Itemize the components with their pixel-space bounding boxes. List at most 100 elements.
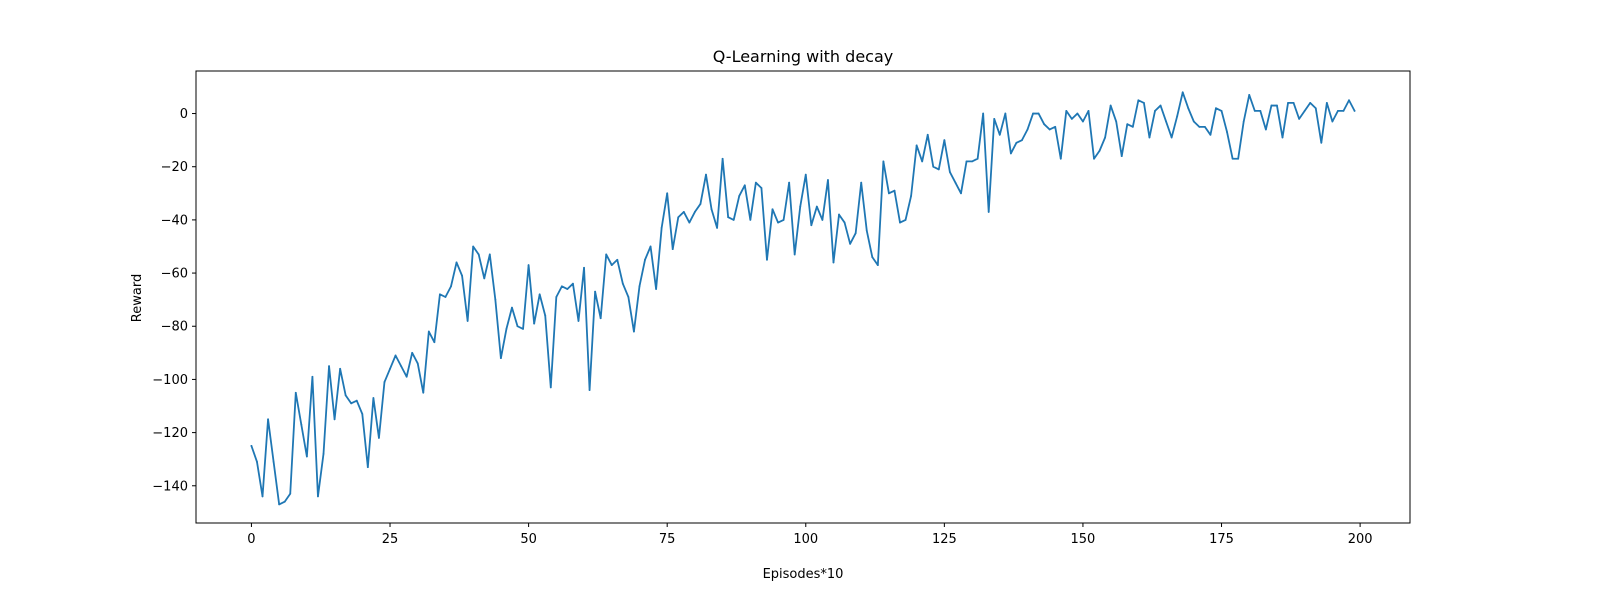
data-point (361, 413, 364, 415)
x-axis-label: Episodes*10 (763, 567, 844, 582)
data-point (660, 226, 663, 229)
data-point (599, 317, 602, 320)
data-point (1093, 157, 1095, 160)
data-point (1226, 131, 1228, 134)
data-point (1270, 104, 1273, 107)
data-point (771, 208, 774, 211)
data-point (355, 399, 358, 402)
data-point (1215, 107, 1217, 110)
data-point (1165, 120, 1167, 123)
data-point (949, 171, 951, 173)
y-tick-label: −100 (152, 373, 188, 388)
data-point (766, 258, 768, 261)
data-point (1176, 115, 1179, 118)
axes-frame (195, 70, 1411, 524)
data-point (1181, 91, 1184, 94)
data-point (1054, 125, 1057, 128)
data-point (1043, 123, 1046, 126)
data-point (1298, 117, 1301, 120)
data-point (671, 248, 674, 251)
data-point (1159, 104, 1162, 107)
y-tick-label: −60 (161, 267, 188, 282)
data-point (427, 330, 430, 333)
data-point (366, 466, 369, 469)
data-point (505, 328, 508, 330)
data-point (1303, 109, 1306, 112)
data-point (522, 328, 524, 330)
data-point (1070, 117, 1073, 120)
series-line (250, 91, 1356, 506)
data-point (1076, 112, 1079, 115)
data-point (1104, 136, 1107, 139)
data-point (1126, 123, 1129, 126)
data-point (810, 224, 813, 227)
data-point (1082, 120, 1084, 123)
data-point (732, 218, 735, 221)
data-point (899, 221, 901, 224)
data-point (982, 112, 985, 115)
data-point (1109, 104, 1112, 107)
data-point (400, 365, 403, 368)
data-point (633, 330, 635, 333)
data-point (1292, 102, 1295, 104)
data-point (793, 253, 796, 256)
data-point (572, 282, 574, 285)
data-point (311, 375, 314, 378)
data-point (1143, 102, 1145, 104)
data-point (1032, 112, 1034, 115)
data-point (289, 492, 292, 495)
data-point (1137, 99, 1140, 102)
data-point (300, 423, 303, 426)
data-point (283, 500, 286, 503)
data-point (1048, 128, 1051, 131)
data-point (716, 226, 718, 229)
ticks-layer: 0 25 50 75 100 125 150 175 200 −140 −120 −100 −80 −60… (152, 107, 1372, 547)
data-point (721, 157, 724, 160)
data-point (682, 211, 685, 213)
data-point (1259, 109, 1262, 112)
data-point (860, 181, 863, 184)
data-point (499, 357, 502, 360)
data-point (461, 274, 463, 277)
data-point (1253, 109, 1256, 112)
data-point (605, 253, 608, 256)
data-point (754, 181, 757, 184)
data-point (272, 460, 275, 463)
data-point (694, 211, 696, 213)
data-point (1087, 109, 1090, 112)
data-point (677, 216, 680, 219)
data-point (588, 389, 591, 391)
data-point (921, 160, 924, 163)
data-point (472, 245, 475, 248)
data-point (960, 192, 962, 195)
data-point (843, 221, 846, 224)
data-point (555, 296, 558, 298)
data-point (865, 229, 868, 232)
data-point (804, 173, 807, 176)
data-point (1154, 109, 1156, 112)
data-point (466, 320, 469, 322)
data-point (710, 208, 713, 211)
data-point (1021, 139, 1023, 142)
data-point (305, 455, 308, 458)
data-point (1187, 107, 1190, 110)
data-point (411, 351, 414, 354)
data-point (350, 402, 353, 405)
data-point (1220, 109, 1223, 112)
data-point (483, 277, 486, 280)
data-point (444, 296, 447, 298)
data-point (1120, 155, 1123, 157)
data-point (405, 375, 408, 378)
data-point (699, 203, 702, 205)
x-tick-label: 100 (793, 532, 818, 547)
x-tick-label: 25 (382, 532, 399, 547)
data-point (1281, 136, 1284, 139)
data-point (577, 320, 580, 322)
data-point (638, 285, 641, 288)
y-tick-label: −40 (161, 213, 188, 228)
data-point (488, 253, 491, 256)
data-point (932, 165, 935, 168)
